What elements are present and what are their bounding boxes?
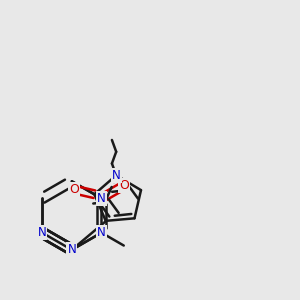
Text: N: N (68, 243, 76, 256)
Text: N: N (112, 169, 121, 182)
Text: N: N (97, 192, 106, 205)
Text: N: N (97, 226, 106, 239)
Text: N: N (38, 226, 46, 239)
Text: O: O (69, 183, 79, 196)
Text: O: O (119, 179, 129, 192)
